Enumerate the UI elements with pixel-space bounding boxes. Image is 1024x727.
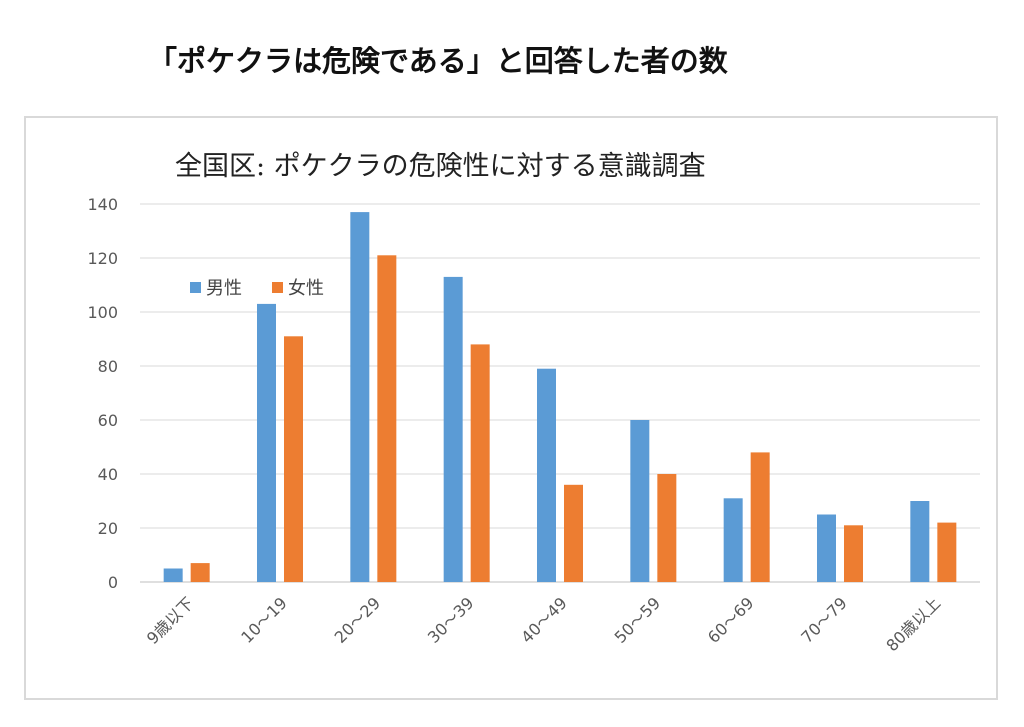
legend: 男性 女性 [190, 278, 324, 299]
x-tick-label: 20～29 [331, 593, 385, 647]
bar-男性-70～79 [817, 514, 836, 582]
x-tick-label: 30～39 [424, 593, 478, 647]
bar-男性-60～69 [723, 498, 743, 582]
x-tick-label: 60～69 [704, 593, 758, 647]
legend-label: 女性 [288, 278, 324, 299]
chart-frame [24, 116, 998, 700]
y-axis-ticks: 0 20 40 60 80 100 120 140 [87, 195, 118, 592]
bar-男性-10～19 [257, 303, 276, 582]
bar-男性-30～39 [443, 276, 463, 582]
bar-女性-9歳以下 [190, 563, 210, 582]
bar-男性-50～59 [630, 420, 650, 582]
x-tick-label: 70～79 [797, 593, 851, 647]
bar-男性-9歳以下 [163, 568, 183, 582]
bar-男性-40～49 [537, 368, 556, 582]
x-tick-label: 9歳以下 [143, 593, 198, 648]
bar-女性-20～29 [377, 255, 397, 583]
y-tick-label: 100 [87, 303, 118, 322]
y-tick-label: 20 [98, 519, 118, 538]
legend-swatch-男性 [190, 282, 201, 293]
x-tick-label: 80歳以上 [882, 593, 944, 655]
gridlines [140, 203, 980, 583]
y-tick-label: 120 [87, 249, 118, 268]
bar-女性-30～39 [470, 344, 490, 582]
bars [163, 212, 957, 583]
x-tick-label: 10～19 [237, 593, 291, 647]
x-axis-ticks: 9歳以下 10～19 20～29 30～39 40～49 50～59 60～69 70～79 8… [143, 593, 944, 655]
y-tick-label: 140 [87, 195, 118, 214]
legend-swatch-女性 [272, 282, 283, 293]
bar-女性-50～59 [657, 474, 677, 582]
legend-label: 男性 [206, 278, 242, 299]
x-tick-label: 50～59 [611, 593, 665, 647]
bar-女性-10～19 [284, 336, 303, 582]
x-tick-label: 40～49 [517, 593, 571, 647]
bar-女性-70～79 [844, 525, 863, 582]
y-tick-label: 40 [98, 465, 118, 484]
bar-男性-20～29 [350, 212, 370, 582]
y-tick-label: 80 [98, 357, 118, 376]
bar-女性-60～69 [750, 452, 770, 582]
y-tick-label: 0 [108, 573, 118, 592]
bar-女性-80歳以上 [937, 522, 957, 582]
chart-title: 全国区: ポケクラの危険性に対する意識調査 [175, 151, 706, 182]
bar-男性-80歳以上 [910, 501, 930, 582]
bar-女性-40～49 [564, 484, 583, 582]
page-title: 「ポケクラは危険である」と回答した者の数 [148, 44, 728, 78]
y-tick-label: 60 [98, 411, 118, 430]
